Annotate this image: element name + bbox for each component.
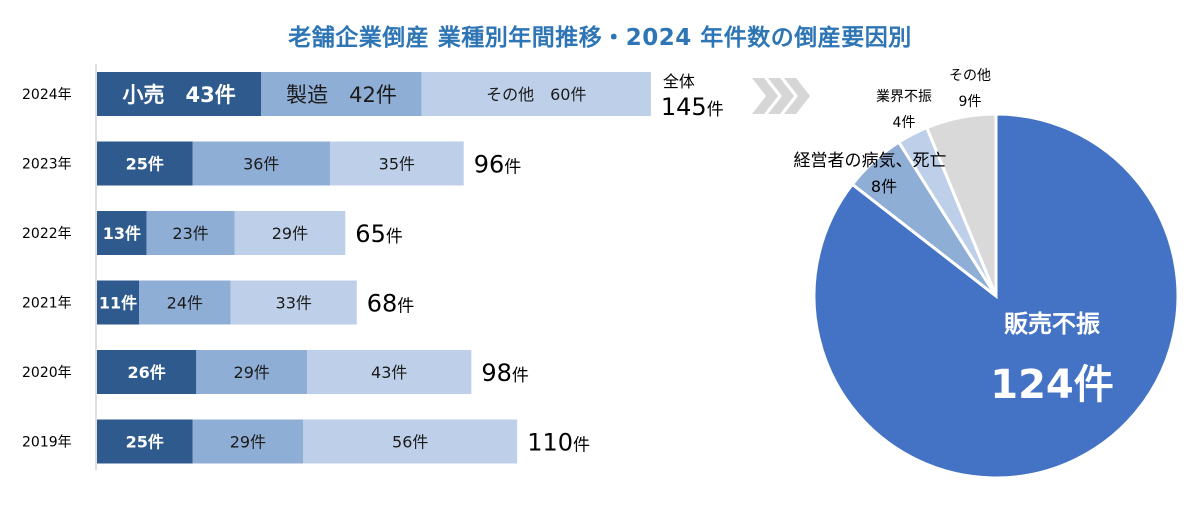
bar-segment-小売 — [97, 211, 147, 255]
bar-segment-label: 35件 — [379, 155, 415, 174]
bar-segment-label: 25件 — [126, 433, 164, 452]
total-label: 98件 — [481, 359, 529, 387]
total-label: 110件 — [527, 429, 590, 457]
pie-slice — [924, 112, 998, 297]
bar-segment-製造 — [261, 72, 422, 116]
pie-slice-value: 9件 — [959, 94, 982, 110]
bar-segment-小売 — [97, 72, 262, 116]
bar-segment-label: 29件 — [230, 433, 266, 452]
bar-segment-小売 — [97, 419, 193, 464]
pie-slice-value: 8件 — [871, 177, 897, 196]
year-label: 2024年 — [22, 87, 72, 103]
year-label: 2022年 — [22, 226, 72, 242]
total-label: 96件 — [474, 151, 522, 179]
pie-slice-value: 124件 — [990, 362, 1114, 408]
total-label: 65件 — [355, 220, 403, 248]
bar-segment-label: 26件 — [128, 363, 166, 382]
bar-segment-製造 — [192, 419, 304, 464]
stacked-bar-chart: 2024年 小売 43件 製造 42件 その他 60件 全体 145件 2023年 25件 36… — [22, 64, 724, 470]
bar-segment-その他 — [421, 72, 651, 116]
bar-segment-label: 29件 — [234, 363, 270, 382]
bar-segment-label: 11件 — [99, 294, 137, 313]
bar-segment-小売 — [97, 350, 197, 394]
bar-segment-label: その他 60件 — [486, 85, 586, 104]
chart-title: 老舗企業倒産 業種別年間推移・2024 年件数の倒産要因別 — [288, 25, 912, 51]
bar-segment-製造 — [196, 350, 308, 394]
bar-segment-製造 — [146, 211, 235, 255]
bar-segment-label: 23件 — [172, 224, 208, 243]
year-label: 2021年 — [22, 296, 72, 312]
year-label: 2023年 — [22, 157, 72, 173]
bar-segment-label: 24件 — [167, 294, 203, 313]
bar-segment-小売 — [97, 280, 140, 325]
bar-segment-label: 33件 — [276, 294, 312, 313]
pie-slice-value: 4件 — [893, 115, 916, 131]
pie-slice-label: 販売不振 — [1004, 310, 1100, 338]
pie-slice-label: その他 — [949, 68, 991, 84]
bar-segment-label: 小売 43件 — [123, 83, 236, 107]
bar-segment-製造 — [139, 280, 231, 325]
pie-slice-label: 経営者の病気、死亡 — [794, 151, 947, 171]
total-label: 68件 — [367, 290, 415, 318]
total-prefix-label: 全体 — [663, 72, 695, 91]
pie-slice-label: 業界不振 — [876, 89, 932, 105]
year-label: 2020年 — [22, 365, 72, 381]
bar-segment-label: 29件 — [272, 224, 308, 243]
total-label: 145件 — [661, 93, 724, 121]
bar-segment-label: 36件 — [243, 155, 279, 174]
bar-segment-小売 — [97, 141, 193, 186]
bar-segment-その他 — [330, 141, 464, 186]
bar-segment-label: 製造 42件 — [286, 83, 397, 107]
bar-segment-label: 56件 — [392, 433, 428, 452]
bar-segment-その他 — [230, 280, 357, 325]
bar-segment-製造 — [192, 141, 331, 186]
bar-segment-その他 — [307, 350, 472, 394]
bar-segment-label: 25件 — [126, 155, 164, 174]
year-label: 2019年 — [22, 435, 72, 451]
bar-segment-その他 — [303, 419, 518, 464]
bar-segment-label: 43件 — [371, 363, 407, 382]
bar-segment-その他 — [234, 211, 346, 255]
bar-segment-label: 13件 — [103, 224, 141, 243]
